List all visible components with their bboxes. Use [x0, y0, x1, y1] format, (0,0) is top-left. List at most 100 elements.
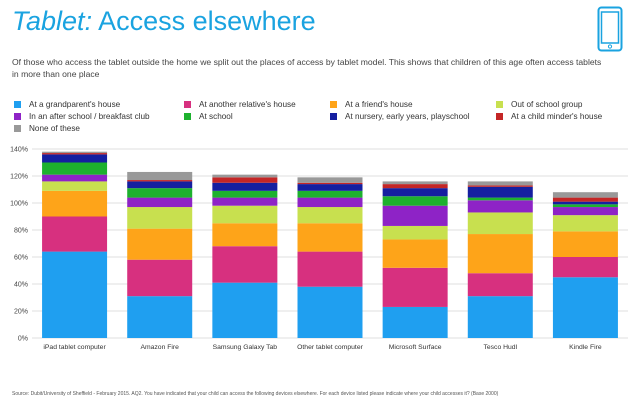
bar-segment: [383, 239, 448, 267]
legend-swatch: [330, 113, 337, 120]
bar-segment: [383, 188, 448, 196]
bar-segment: [298, 252, 363, 287]
bar-segment: [127, 180, 192, 181]
bar-segment: [468, 200, 533, 212]
bar-segment: [383, 206, 448, 226]
x-tick-label: Other tablet computer: [297, 344, 363, 351]
legend-swatch: [184, 113, 191, 120]
legend-swatch: [184, 101, 191, 108]
legend-swatch: [330, 101, 337, 108]
legend-label: At a friend's house: [345, 100, 413, 109]
y-tick-label: 140%: [10, 147, 28, 154]
legend-item: At a child minder's house: [496, 112, 602, 121]
x-tick-label: Kindle Fire: [569, 344, 602, 351]
bar-segment: [298, 191, 363, 198]
legend-label: At school: [199, 112, 233, 121]
bar-segment: [42, 181, 107, 190]
bar-segment: [42, 154, 107, 162]
title-prefix: Tablet:: [12, 6, 92, 36]
bar-segment: [298, 177, 363, 182]
bar-segment: [553, 257, 618, 277]
y-tick-label: 80%: [14, 228, 28, 235]
bar-segment: [127, 188, 192, 197]
bar-segment: [553, 277, 618, 338]
bar-segment: [468, 296, 533, 338]
bar-segment: [298, 183, 363, 184]
bar-segment: [212, 183, 277, 191]
bar-segment: [468, 185, 533, 186]
bar-segment: [383, 181, 448, 184]
legend-item: At a friend's house: [330, 100, 413, 109]
x-tick-label: iPad tablet computer: [43, 344, 106, 351]
bar-segment: [42, 252, 107, 338]
x-tick-label: Samsung Galaxy Tab: [213, 344, 278, 351]
legend-label: Out of school group: [511, 100, 582, 109]
bar-segment: [127, 172, 192, 180]
bar-segment: [212, 223, 277, 246]
bar-segment: [553, 215, 618, 231]
y-tick-label: 60%: [14, 255, 28, 262]
legend-label: At a grandparent's house: [29, 100, 120, 109]
y-tick-label: 40%: [14, 282, 28, 289]
bar-segment: [553, 207, 618, 215]
x-tick-label: Microsoft Surface: [389, 344, 442, 351]
x-tick-label: Tesco Hudl: [483, 344, 517, 351]
bar-segment: [383, 307, 448, 338]
page-title: Tablet: Access elsewhere: [12, 6, 316, 37]
bar-segment: [127, 260, 192, 296]
y-tick-label: 0%: [18, 336, 28, 343]
chart-subtitle: Of those who access the tablet outside t…: [12, 57, 602, 80]
bar-segment: [212, 191, 277, 198]
bar-segment: [383, 226, 448, 240]
bar-segment: [553, 202, 618, 205]
bar-segment: [553, 204, 618, 207]
bar-segment: [212, 283, 277, 338]
y-tick-label: 120%: [10, 174, 28, 181]
bar-segment: [298, 223, 363, 251]
bar-segment: [298, 207, 363, 223]
tablet-icon: [597, 6, 623, 52]
bar-segment: [298, 287, 363, 338]
legend-label: At another relative's house: [199, 100, 296, 109]
bar-segment: [553, 198, 618, 202]
bar-segment: [42, 163, 107, 175]
bar-segment: [212, 198, 277, 206]
bar-segment: [42, 191, 107, 217]
legend-item: Out of school group: [496, 100, 582, 109]
bar-segment: [298, 184, 363, 191]
title-rest: Access elsewhere: [92, 6, 316, 36]
legend-swatch: [14, 101, 21, 108]
bar-segment: [212, 246, 277, 282]
source-note: Source: Dubit/University of Sheffield - …: [12, 391, 498, 397]
legend-label: At nursery, early years, playschool: [345, 112, 470, 121]
bar-segment: [468, 273, 533, 296]
bar-segment: [127, 181, 192, 188]
legend-swatch: [496, 113, 503, 120]
legend-item: At another relative's house: [184, 100, 296, 109]
bar-segment: [553, 192, 618, 197]
bar-segment: [127, 296, 192, 338]
bar-segment: [468, 212, 533, 234]
bar-segment: [127, 229, 192, 260]
bar-segment: [298, 198, 363, 207]
bar-segment: [127, 207, 192, 229]
legend-label: None of these: [29, 124, 80, 133]
legend-swatch: [496, 101, 503, 108]
legend-item: At a grandparent's house: [14, 100, 120, 109]
bar-segment: [42, 217, 107, 252]
legend-item: In an after school / breakfast club: [14, 112, 150, 121]
y-tick-label: 20%: [14, 309, 28, 316]
bar-segment: [468, 198, 533, 201]
y-tick-label: 100%: [10, 201, 28, 208]
stacked-bar-chart: 0% 20% 40% 60% 80% 100% 120% 140% iPad tablet co…: [0, 140, 632, 360]
legend-label: In an after school / breakfast club: [29, 112, 150, 121]
legend-item: None of these: [14, 124, 80, 133]
bar-segment: [42, 153, 107, 154]
bar-segment: [383, 196, 448, 205]
bar-segment: [383, 268, 448, 307]
legend-item: At school: [184, 112, 233, 121]
bar-segment: [468, 234, 533, 273]
bar-segment: [468, 187, 533, 198]
bar-segment: [42, 175, 107, 182]
bar-segment: [383, 184, 448, 188]
